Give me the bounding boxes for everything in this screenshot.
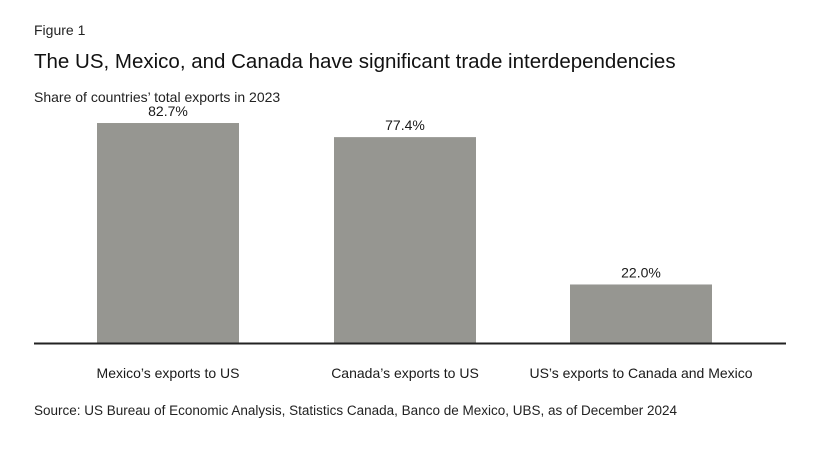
data-label-2: 77.4% xyxy=(385,117,425,133)
chart-title: The US, Mexico, and Canada have signific… xyxy=(34,50,676,73)
category-label-1: Mexico’s exports to US xyxy=(97,365,240,381)
bar-1 xyxy=(97,123,239,343)
data-label-3: 22.0% xyxy=(621,264,661,280)
chart-subtitle: Share of countries’ total exports in 202… xyxy=(34,89,281,105)
source-note: Source: US Bureau of Economic Analysis, … xyxy=(34,403,678,418)
bar-2 xyxy=(334,137,476,343)
category-label-2: Canada’s exports to US xyxy=(331,365,479,381)
category-label-3: US’s exports to Canada and Mexico xyxy=(529,365,752,381)
data-label-1: 82.7% xyxy=(148,103,188,119)
figure-label: Figure 1 xyxy=(34,22,86,38)
bar-3 xyxy=(570,284,712,343)
